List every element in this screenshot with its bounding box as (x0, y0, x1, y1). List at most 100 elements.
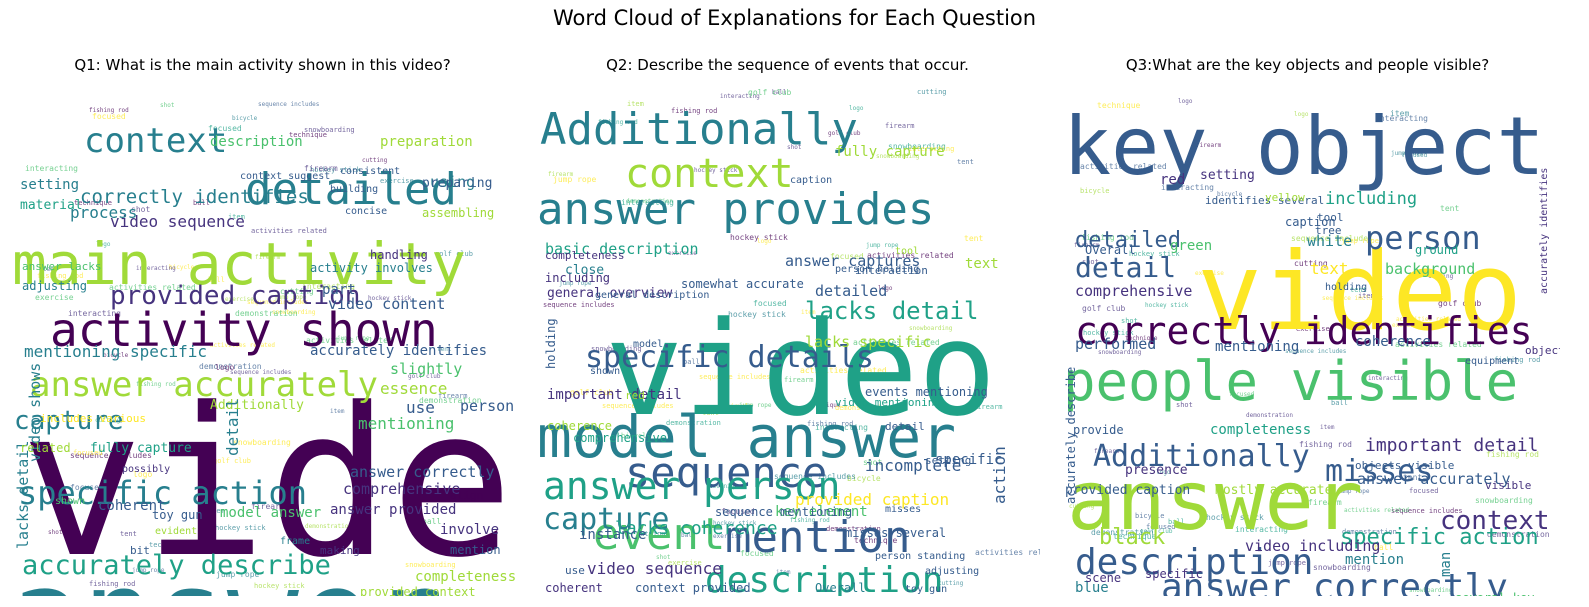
filler-word: item (330, 408, 345, 415)
cloud-word: including (545, 271, 610, 285)
filler-word: tent (120, 530, 137, 538)
filler-word: fishing rod (671, 107, 717, 115)
filler-word: sequence includes (774, 472, 856, 481)
cloud-word: person (1365, 219, 1481, 257)
filler-word: firearm (548, 171, 574, 178)
cloud-word: shown (55, 496, 85, 507)
cloud-word: somewhat accurate (681, 277, 804, 291)
filler-word: ball (422, 517, 441, 526)
filler-word: demonstration (666, 419, 721, 427)
filler-word: snowboarding (1313, 563, 1371, 572)
filler-word: interacting (1235, 525, 1288, 534)
cloud-word: Overall (815, 581, 866, 595)
cloud-word: provided caption (1065, 483, 1190, 498)
filler-word: fishing rod (1081, 233, 1134, 242)
cloud-word: coherence (1355, 334, 1431, 350)
filler-word: shot (131, 205, 150, 214)
filler-word: snowboarding (1098, 349, 1142, 356)
filler-word: firearm (784, 376, 814, 384)
filler-word: logo (133, 470, 152, 479)
cloud-word: setting (1200, 168, 1255, 183)
filler-word: interacting (908, 145, 954, 153)
cloud-word: capture (14, 406, 124, 436)
filler-word: logo (1178, 98, 1193, 105)
cloud-word: adjusting (22, 279, 87, 293)
filler-word: sequence includes (1391, 507, 1463, 515)
cloud-word: mention (450, 543, 501, 557)
filler-word: activities related (1080, 162, 1167, 171)
filler-word: shot (787, 144, 802, 151)
cloud-word: completeness (1210, 422, 1311, 438)
filler-word: activities related (109, 283, 196, 292)
word-cloud-q2: sequence includes activities related jump … (535, 84, 1040, 596)
filler-word: item (1358, 292, 1375, 300)
filler-word: hockey stick (730, 233, 788, 242)
filler-word: demonstration (199, 362, 262, 371)
filler-word: firearm (255, 254, 281, 261)
cloud-word: context provided (635, 581, 751, 595)
cloud-word: Additionally (210, 398, 304, 413)
cloud-word: lacks specific (805, 333, 931, 351)
filler-word: sequence includes (70, 451, 152, 460)
cloud-word: adjusting (925, 566, 979, 577)
filler-word: hockey stick (1129, 250, 1180, 258)
cloud-word: accurately identifies (1539, 168, 1550, 294)
cloud-word: preparation (380, 134, 473, 150)
filler-word: ball (1168, 518, 1185, 526)
cloud-word: context (1440, 506, 1550, 536)
cloud-word: ground (1415, 243, 1458, 257)
filler-word: hockey stick (728, 310, 786, 319)
cloud-word: presence (1125, 463, 1188, 478)
filler-word: cutting (280, 287, 314, 296)
filler-word: demonstration (305, 523, 352, 530)
cloud-word: video including (1245, 537, 1380, 555)
cloud-word: answer (10, 546, 443, 596)
filler-word: exercise (1392, 322, 1421, 329)
filler-word: golf club (748, 88, 792, 97)
filler-word: item (801, 309, 816, 316)
filler-word: bicycle (1080, 187, 1110, 195)
cloud-word: fully capture (90, 441, 192, 456)
filler-word: item (776, 569, 791, 576)
cloud-word: setting (20, 177, 79, 193)
filler-word: snowboarding (888, 142, 946, 151)
cloud-word: lacks coherence (615, 518, 778, 539)
filler-word: bicycle (232, 115, 258, 122)
cloud-word: toy gun (905, 584, 947, 595)
filler-word: tent (437, 346, 452, 353)
cloud-word: person standing (875, 551, 965, 562)
cloud-word: video (605, 293, 996, 445)
word-cloud-canvas-q2: sequence includes activities related jump … (537, 88, 1040, 596)
filler-word: interacting (621, 198, 674, 207)
filler-word: firearm (885, 122, 915, 130)
cloud-word: detailed (815, 282, 887, 300)
filler-word: activities related (210, 342, 275, 349)
filler-word: exercise (35, 293, 74, 302)
filler-word: technique (1113, 532, 1157, 541)
filler-word: logo (215, 363, 234, 372)
cloud-word: tool (895, 246, 919, 257)
cloud-word: description (1075, 542, 1313, 583)
cloud-word: performed (1075, 335, 1156, 353)
filler-word: jump rope (866, 242, 899, 249)
cloud-word: correctly identifies (1075, 309, 1533, 353)
filler-word: firearm (438, 392, 468, 400)
filler-word: logo (1294, 111, 1309, 118)
cloud-word: using (430, 173, 475, 191)
cloud-word: misses (1325, 454, 1433, 489)
filler-word: jump rope (337, 335, 370, 342)
filler-word: cutting (917, 88, 947, 96)
cloud-word: red (1160, 172, 1185, 188)
filler-word: demonstration (1342, 528, 1397, 536)
filler-word: snowboarding (591, 345, 642, 353)
cloud-word: answer person (543, 464, 840, 508)
filler-word: exercise (1195, 270, 1224, 277)
cloud-word: slightly (390, 360, 462, 378)
filler-word: fishing rod (89, 580, 135, 588)
filler-word: firearm (1196, 142, 1222, 149)
filler-word: interacting (136, 265, 176, 272)
cloud-word: caption (1285, 215, 1336, 229)
filler-word: demonstration (1246, 412, 1293, 419)
cloud-word: sequence (625, 448, 827, 497)
